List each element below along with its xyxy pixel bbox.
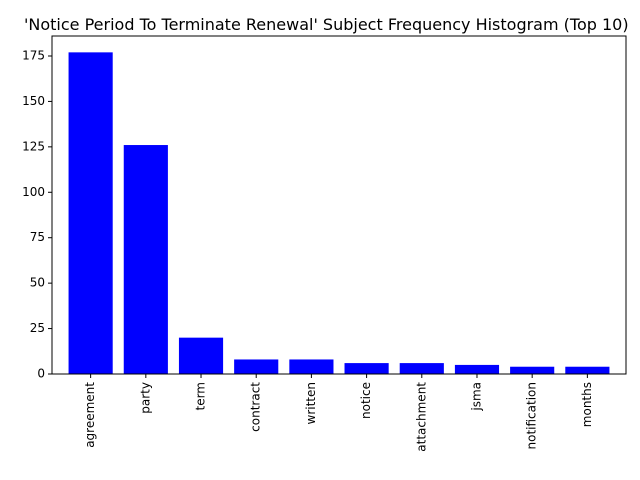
- y-tick-label: 75: [30, 230, 45, 244]
- bar-jsma: [454, 364, 500, 374]
- x-tick-label: months: [580, 382, 594, 427]
- y-tick-label: 100: [22, 185, 45, 199]
- bar-months: [565, 366, 610, 374]
- bar-notification: [510, 366, 555, 374]
- y-axis: 0 25 50 75 100 125 150 175: [22, 48, 52, 381]
- bar-written: [289, 359, 334, 374]
- x-tick-label: written: [304, 382, 318, 424]
- bar-contract: [234, 359, 279, 374]
- bar-notice: [344, 363, 389, 374]
- x-tick-label: notice: [359, 382, 373, 419]
- x-tick-label: agreement: [83, 382, 97, 448]
- x-axis: agreement party term contract written notice a…: [83, 374, 594, 452]
- y-tick-label: 175: [22, 48, 45, 62]
- x-tick-label: attachment: [414, 382, 428, 452]
- x-tick-label: notification: [525, 382, 539, 449]
- chart-title: 'Notice Period To Terminate Renewal' Sub…: [24, 15, 629, 34]
- y-tick-label: 150: [22, 94, 45, 108]
- y-tick-label: 125: [22, 139, 45, 153]
- bars-group: [68, 52, 610, 375]
- y-tick-label: 25: [30, 321, 45, 335]
- plot-frame: [51, 35, 627, 375]
- y-tick-label: 50: [30, 276, 45, 290]
- x-tick-label: term: [194, 382, 208, 411]
- bar-agreement: [68, 52, 113, 375]
- bar-term: [178, 337, 224, 374]
- x-tick-label: party: [138, 382, 152, 414]
- bar-attachment: [399, 363, 444, 374]
- y-tick-label: 0: [37, 367, 45, 381]
- x-tick-label: jsma: [469, 382, 483, 412]
- x-tick-label: contract: [249, 382, 263, 432]
- bar-party: [123, 145, 168, 374]
